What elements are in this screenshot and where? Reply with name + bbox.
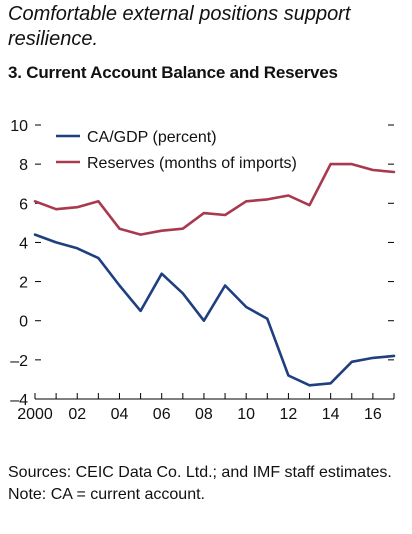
y-tick-label: 10	[10, 118, 28, 135]
y-tick-label: –4	[10, 392, 28, 409]
legend-label-0: CA/GDP (percent)	[87, 129, 217, 146]
y-tick-label: 0	[19, 314, 28, 331]
sources-note: Sources: CEIC Data Co. Ltd.; and IMF sta…	[8, 464, 392, 481]
chart-footer: Sources: CEIC Data Co. Ltd.; and IMF sta…	[8, 462, 404, 506]
series-line-1	[33, 162, 396, 236]
y-tick-label: 6	[19, 196, 28, 213]
x-tick-label: 12	[280, 406, 298, 423]
x-tick-label: 2000	[17, 406, 53, 423]
x-tick-label: 10	[237, 406, 255, 423]
definition-note: Note: CA = current account.	[8, 486, 205, 503]
legend-label-1: Reserves (months of imports)	[87, 155, 297, 172]
chart-subtitle: Comfortable external positions support r…	[8, 3, 351, 50]
y-tick-label: 2	[19, 275, 28, 292]
chart-title: 3. Current Account Balance and Reserves	[8, 63, 338, 82]
x-tick-label: 06	[153, 406, 171, 423]
x-tick-label: 08	[195, 406, 213, 423]
x-tick-label: 14	[322, 406, 340, 423]
series-line-0	[33, 233, 396, 387]
y-tick-label: 8	[19, 157, 28, 174]
x-tick-label: 16	[364, 406, 382, 423]
x-tick-label: 04	[111, 406, 129, 423]
y-tick-label: 4	[19, 235, 28, 252]
x-tick-label: 02	[68, 406, 86, 423]
y-tick-label: –2	[10, 353, 28, 370]
